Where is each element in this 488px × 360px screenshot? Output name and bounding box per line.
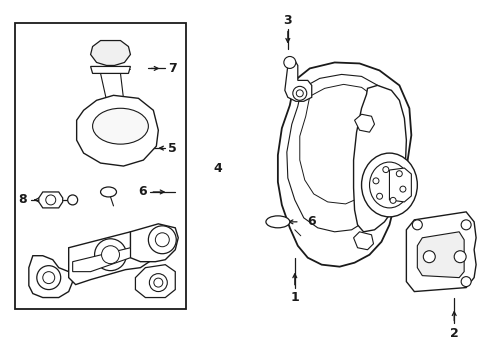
Ellipse shape [265,216,289,228]
Circle shape [292,86,306,100]
Text: 3: 3 [283,14,291,27]
Circle shape [42,272,55,284]
Circle shape [460,276,470,287]
Circle shape [453,251,465,263]
Polygon shape [130,224,178,262]
Polygon shape [135,265,175,298]
Polygon shape [29,256,73,298]
Ellipse shape [369,162,408,208]
Polygon shape [39,192,62,208]
Circle shape [411,220,422,230]
Polygon shape [277,62,410,267]
Ellipse shape [361,153,416,217]
Circle shape [149,274,167,292]
Polygon shape [354,114,374,132]
Polygon shape [285,60,311,101]
Text: 8: 8 [19,193,27,206]
Circle shape [37,266,61,289]
Polygon shape [406,212,475,292]
Circle shape [399,186,405,192]
Polygon shape [68,232,160,285]
Circle shape [67,195,78,205]
Circle shape [423,251,434,263]
Circle shape [46,195,56,205]
Circle shape [372,178,378,184]
Text: 1: 1 [290,291,299,304]
Polygon shape [353,232,373,250]
Circle shape [154,278,163,287]
Polygon shape [353,85,406,232]
Polygon shape [388,168,410,202]
Circle shape [102,246,119,264]
Text: 6: 6 [138,185,146,198]
Polygon shape [286,75,397,232]
Text: 7: 7 [167,62,176,75]
Ellipse shape [101,187,116,197]
Polygon shape [73,248,130,272]
Circle shape [395,171,402,177]
Bar [15,23,186,310]
Polygon shape [90,41,130,66]
Polygon shape [90,67,130,73]
Circle shape [94,239,126,271]
Circle shape [460,220,470,230]
Text: 5: 5 [167,141,176,155]
Circle shape [389,197,395,203]
Polygon shape [299,84,387,204]
Text: 4: 4 [213,162,222,175]
Circle shape [376,193,382,199]
Polygon shape [416,232,463,278]
Text: 6: 6 [307,215,315,228]
Circle shape [382,167,388,172]
Circle shape [283,57,295,68]
Polygon shape [77,95,158,166]
Circle shape [155,233,169,247]
Circle shape [296,90,303,97]
Ellipse shape [92,108,148,144]
Circle shape [148,226,176,254]
Text: 2: 2 [449,327,458,340]
